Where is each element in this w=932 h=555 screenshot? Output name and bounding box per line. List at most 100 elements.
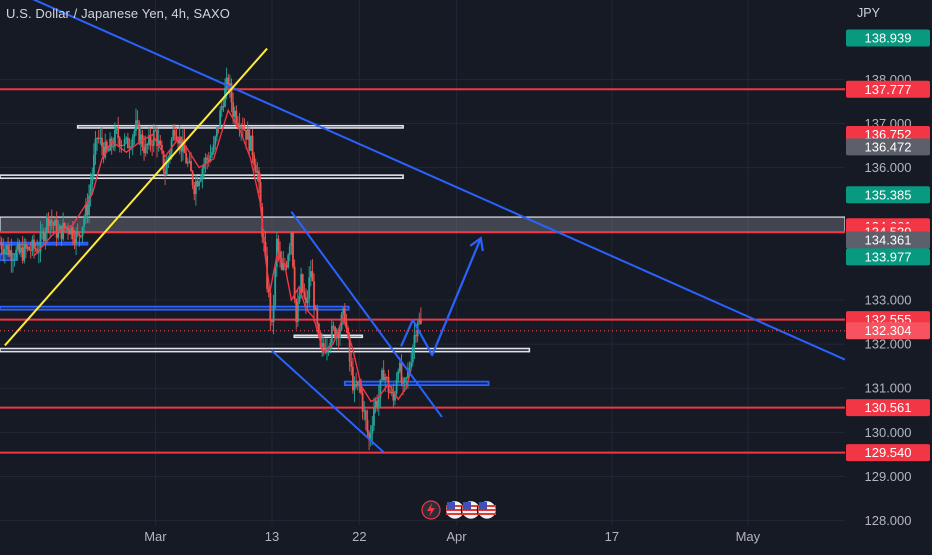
candle-body [353, 384, 356, 391]
candle-body [13, 258, 16, 260]
y-tick-label: 130.000 [865, 425, 912, 440]
candle-body [122, 145, 124, 147]
price-label-box[interactable] [846, 231, 930, 249]
candle-body [151, 144, 154, 146]
candle-body [23, 243, 26, 261]
candle-body [125, 137, 128, 139]
candle-body [324, 347, 327, 353]
candle-body [28, 246, 31, 251]
candle-body [91, 173, 94, 185]
candle-body [107, 150, 110, 152]
time-axis[interactable]: Mar 13 22 Apr 17 May [0, 525, 845, 550]
candle-body [259, 182, 262, 208]
candle-body [183, 139, 186, 154]
candle-body [342, 308, 345, 315]
candle-body [36, 248, 39, 253]
candle-body [314, 308, 317, 310]
candle-body [49, 220, 52, 226]
horizontal-levels [0, 88, 845, 454]
candle-body [133, 131, 136, 137]
candle-body [190, 160, 192, 172]
candle-body [296, 302, 299, 322]
projection [400, 236, 484, 357]
zone-box[interactable] [0, 305, 350, 311]
candle-body [37, 251, 40, 253]
candle-body [117, 128, 120, 139]
candle-body [29, 250, 32, 252]
candle-body [292, 232, 294, 267]
candle-body [371, 425, 374, 434]
price-label-box[interactable] [846, 248, 930, 266]
candle-body [5, 245, 8, 249]
candle-body [316, 308, 319, 324]
x-tick-label: Mar [144, 529, 167, 544]
candle-body [345, 321, 348, 328]
price-label-box[interactable] [846, 186, 930, 204]
candle-body [245, 129, 247, 140]
price-label-value: 129.540 [865, 445, 912, 460]
zone-box[interactable] [0, 216, 845, 234]
price-axis[interactable]: 138.000137.000136.000133.000132.000131.0… [845, 0, 932, 550]
candle-body [214, 136, 217, 145]
candle-body [68, 230, 71, 235]
candle-body [280, 258, 283, 270]
candle-body [403, 378, 406, 383]
candle-body [207, 159, 210, 162]
candle-body [410, 362, 413, 368]
candle-body [105, 141, 108, 151]
price-label-box[interactable] [846, 322, 930, 340]
us-flag-icon[interactable] [460, 499, 482, 521]
candle-body [198, 181, 201, 187]
candle-body [160, 144, 163, 152]
candle-body [10, 250, 13, 261]
price-label-box[interactable] [846, 399, 930, 417]
plot-area[interactable] [0, 0, 845, 454]
candle-body [211, 152, 213, 156]
candle-body [308, 277, 311, 299]
candle-body [361, 392, 364, 412]
price-label-box[interactable] [846, 29, 930, 47]
trendline-major-downtrend[interactable] [0, 0, 845, 361]
zones [0, 124, 845, 387]
price-label-box[interactable] [846, 80, 930, 98]
projection-path[interactable] [400, 237, 482, 357]
candle-body [287, 255, 290, 268]
candle-body [94, 138, 97, 155]
candle-body [41, 231, 43, 233]
candle-body [203, 164, 205, 169]
us-flag-icon[interactable] [444, 499, 466, 521]
candle-body [212, 144, 215, 153]
candle-body [12, 259, 14, 261]
event-icons[interactable] [421, 499, 498, 521]
candle-body [364, 410, 367, 420]
candle-body [419, 318, 422, 324]
candle-body [301, 274, 304, 292]
candle-body [264, 241, 267, 256]
candle-body [31, 239, 34, 251]
candle-body [241, 126, 244, 129]
candle-body [16, 243, 19, 250]
zone-box[interactable] [0, 347, 531, 353]
symbol-title[interactable]: U.S. Dollar / Japanese Yen, 4h, SAXO [6, 6, 231, 21]
candle-body [240, 126, 243, 129]
candle-body [279, 251, 281, 259]
candle-body [34, 248, 37, 250]
zone-box[interactable] [293, 334, 364, 339]
price-label-box[interactable] [846, 444, 930, 462]
candle-body [256, 170, 259, 173]
trendline-rising-support[interactable] [4, 47, 268, 347]
lightning-icon [427, 503, 435, 517]
candle-body [293, 266, 296, 300]
us-flag-icon[interactable] [476, 499, 498, 521]
candle-body [78, 233, 81, 236]
candle-body [52, 222, 55, 226]
price-label-box[interactable] [846, 138, 930, 156]
trendline-channel-upper[interactable] [290, 211, 443, 418]
trendline-channel-lower[interactable] [271, 349, 385, 453]
price-label-value: 130.561 [865, 400, 912, 415]
candle-body [238, 125, 241, 129]
candle-body [356, 381, 359, 387]
candle-body [55, 220, 58, 238]
